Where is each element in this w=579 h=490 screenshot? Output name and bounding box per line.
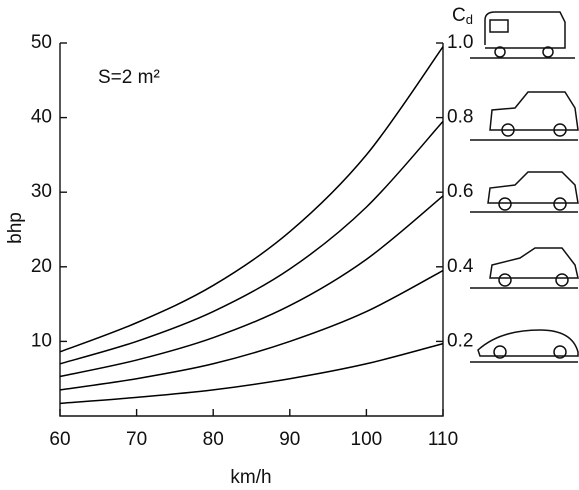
y2-tick-label: 0.8 bbox=[447, 107, 473, 128]
y-tick-label: 10 bbox=[31, 330, 52, 351]
x-tick-label: 100 bbox=[351, 429, 383, 450]
y-tick-label: 50 bbox=[31, 32, 52, 53]
curve bbox=[59, 195, 444, 378]
y2-tick-label: 1.0 bbox=[447, 32, 473, 53]
y-tick-label: 20 bbox=[31, 256, 52, 277]
y-tick-label: 30 bbox=[31, 181, 52, 202]
x-axis-label: km/h bbox=[230, 467, 271, 488]
curve bbox=[59, 269, 444, 391]
axes bbox=[59, 43, 444, 417]
y2-tick-label: 0.4 bbox=[447, 256, 474, 277]
x-tick-label: 80 bbox=[203, 429, 224, 450]
x-tick-label: 70 bbox=[126, 429, 147, 450]
car-streamlined bbox=[470, 329, 579, 363]
y2-tick-label: 0.6 bbox=[447, 181, 473, 202]
y-axis-label: bhp bbox=[5, 212, 26, 244]
car-icons bbox=[470, 11, 579, 363]
car-van bbox=[470, 11, 575, 59]
x-tick-label: 60 bbox=[49, 429, 70, 450]
y-tick-label: 40 bbox=[31, 107, 52, 128]
y2-axis-label: Cd bbox=[452, 5, 473, 27]
car-sedan-old bbox=[470, 91, 579, 141]
curve bbox=[59, 342, 444, 405]
annotation: S=2 m² bbox=[98, 67, 160, 88]
curve bbox=[59, 120, 444, 365]
y2-tick-label: 0.2 bbox=[447, 330, 473, 351]
car-compact bbox=[470, 247, 579, 289]
curve bbox=[59, 46, 444, 353]
x-tick-label: 90 bbox=[279, 429, 300, 450]
x-tick-label: 110 bbox=[428, 429, 458, 450]
car-sedan bbox=[470, 171, 579, 213]
